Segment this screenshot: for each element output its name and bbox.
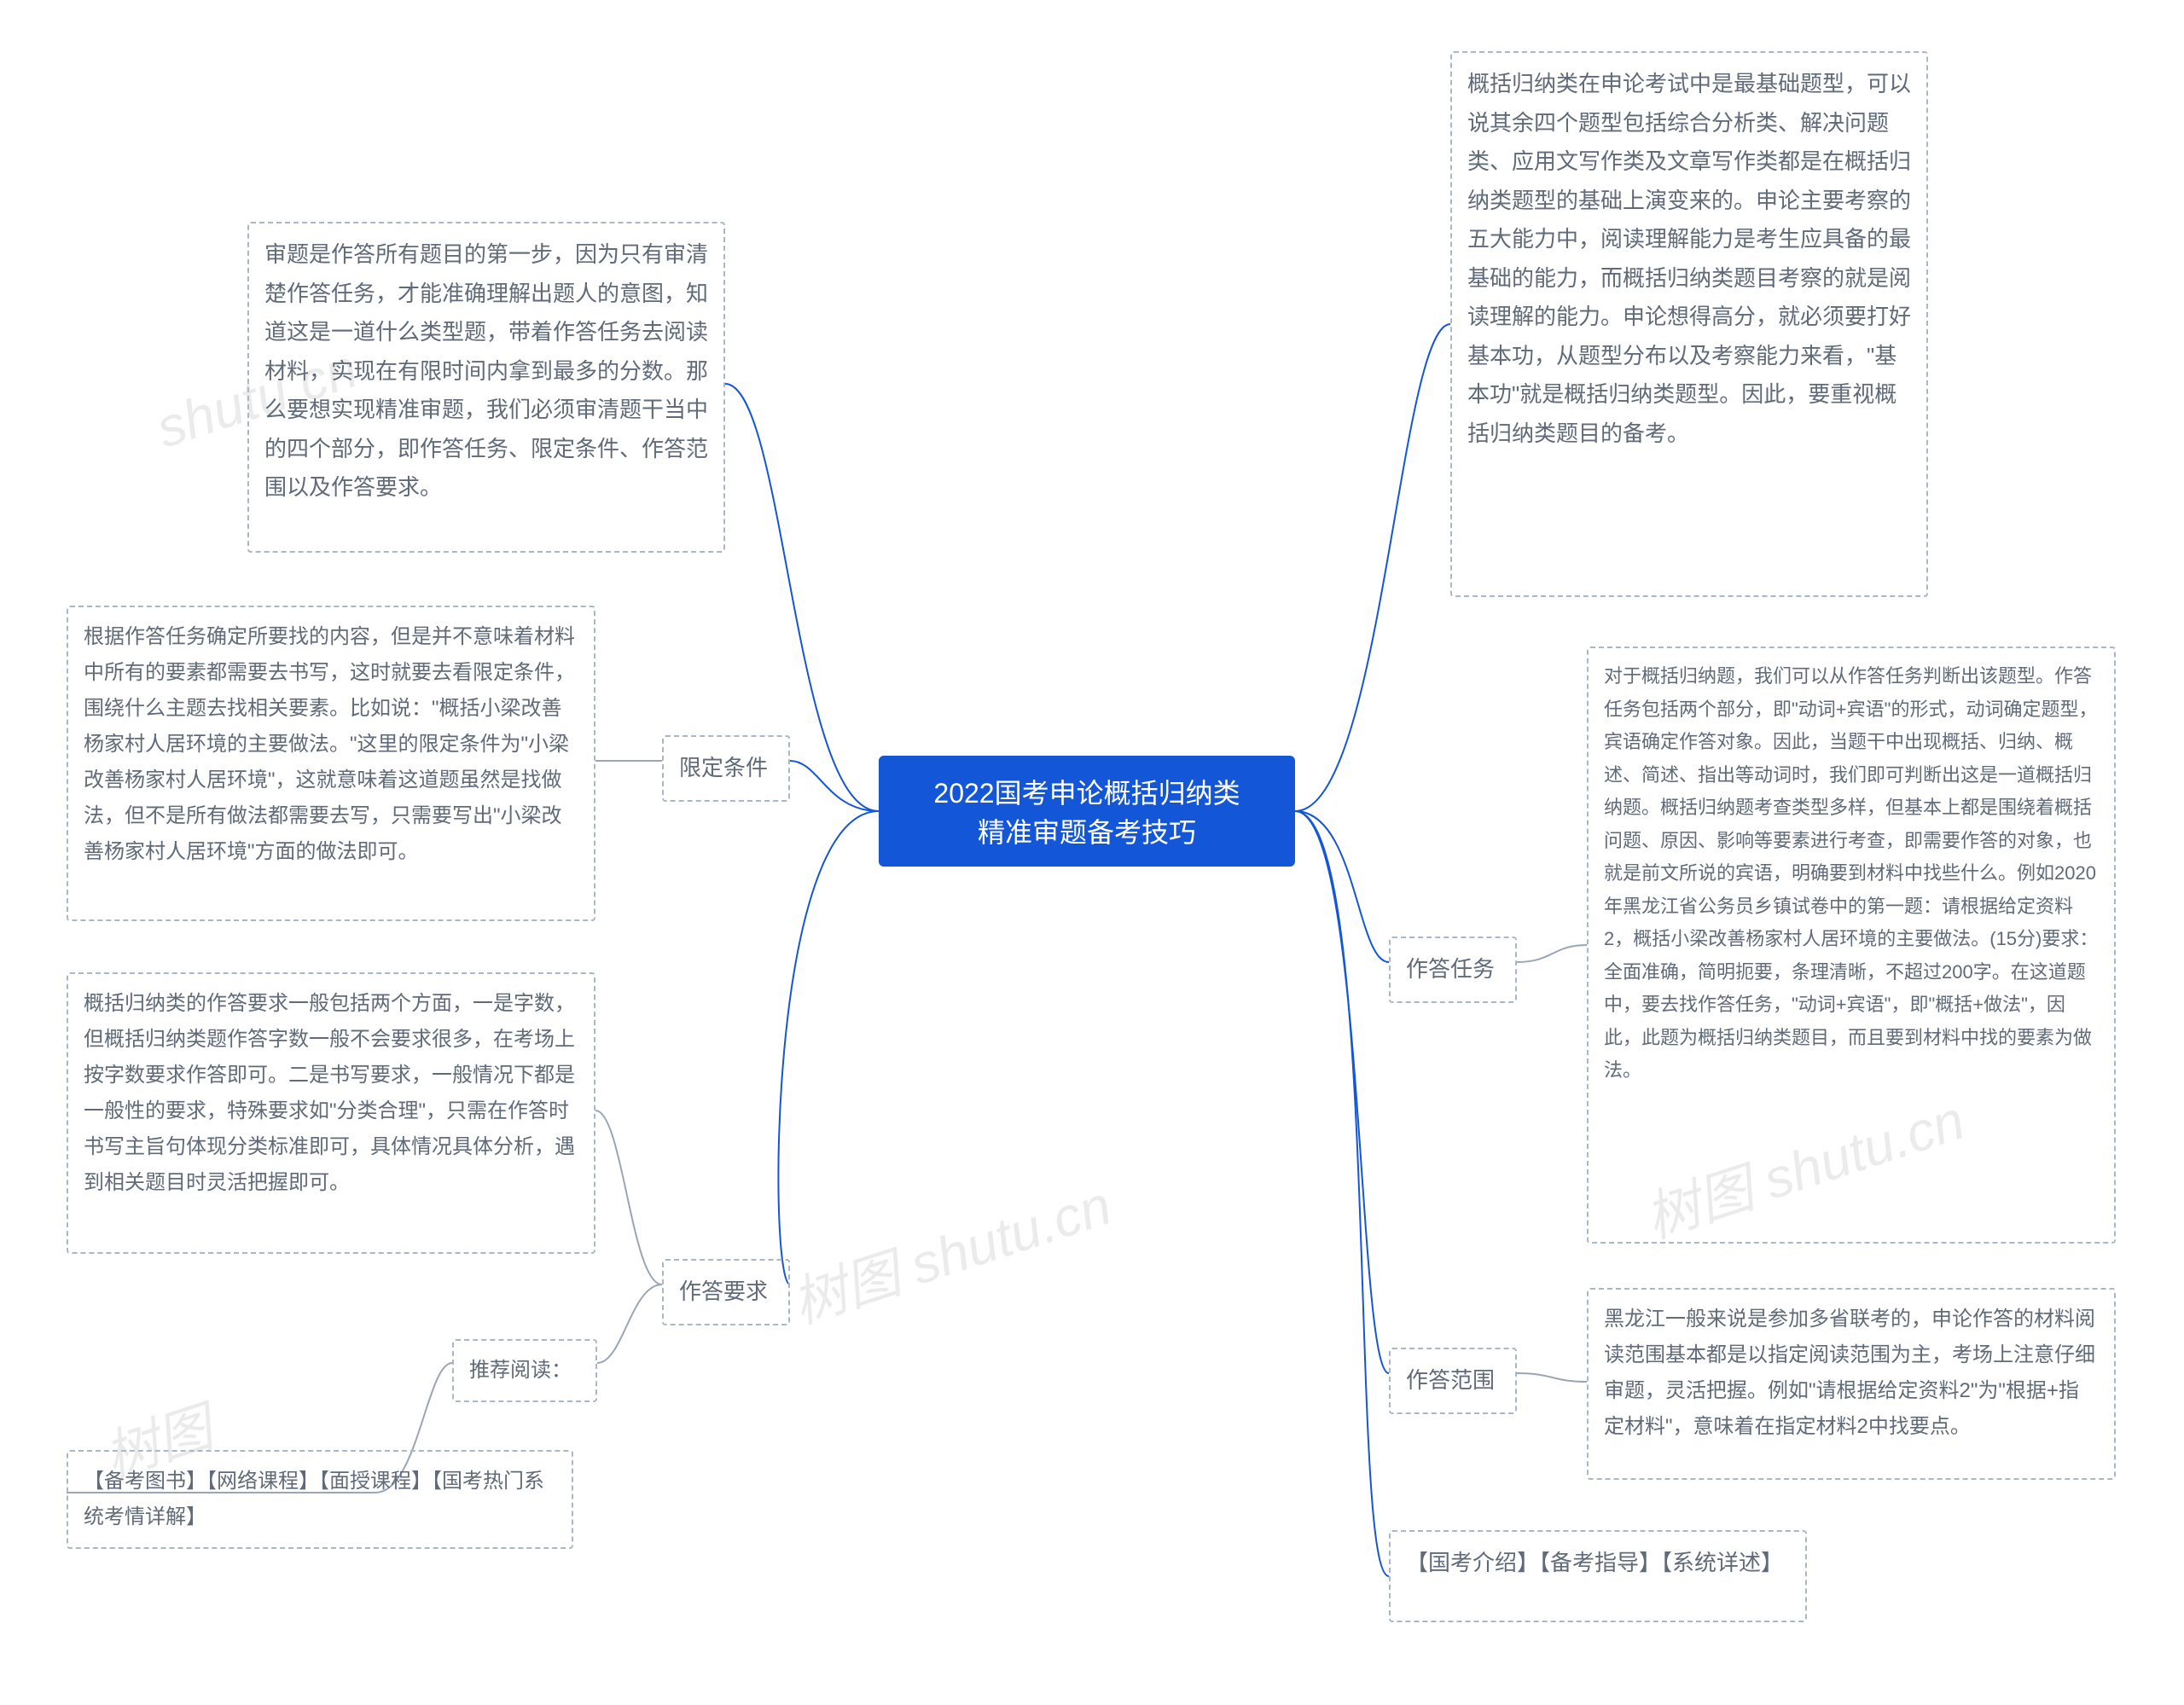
- watermark: 树图 shutu.cn: [781, 1162, 1119, 1338]
- node-req_label: 作答要求: [662, 1259, 790, 1325]
- node-intro_left: 审题是作答所有题目的第一步，因为只有审清楚作答任务，才能准确理解出题人的意图，知…: [247, 222, 725, 553]
- node-req_detail: 概括归纳类的作答要求一般包括两个方面，一是字数，但概括归纳类题作答字数一般不会要…: [67, 972, 595, 1254]
- node-range_label: 作答范围: [1389, 1348, 1517, 1414]
- node-task_label: 作答任务: [1389, 937, 1517, 1003]
- node-intro_right: 概括归纳类在申论考试中是最基础题型，可以说其余四个题型包括综合分析类、解决问题类…: [1450, 51, 1928, 597]
- node-read_detail: 【备考图书】【网络课程】【面授课程】【国考热门系统考情详解】: [67, 1450, 573, 1549]
- root-node: 2022国考申论概括归纳类 精准审题备考技巧: [879, 756, 1295, 867]
- node-guide_detail: 【国考介绍】【备考指导】【系统详述】: [1389, 1530, 1807, 1622]
- node-range_detail: 黑龙江一般来说是参加多省联考的，申论作答的材料阅读范围基本都是以指定阅读范围为主…: [1587, 1288, 2116, 1480]
- node-read_label: 推荐阅读：: [452, 1339, 597, 1402]
- node-task_detail: 对于概括归纳题，我们可以从作答任务判断出该题型。作答任务包括两个部分，即"动词+…: [1587, 647, 2116, 1244]
- node-limit_label: 限定条件: [662, 735, 790, 802]
- node-limit_detail: 根据作答任务确定所要找的内容，但是并不意味着材料中所有的要素都需要去书写，这时就…: [67, 606, 595, 921]
